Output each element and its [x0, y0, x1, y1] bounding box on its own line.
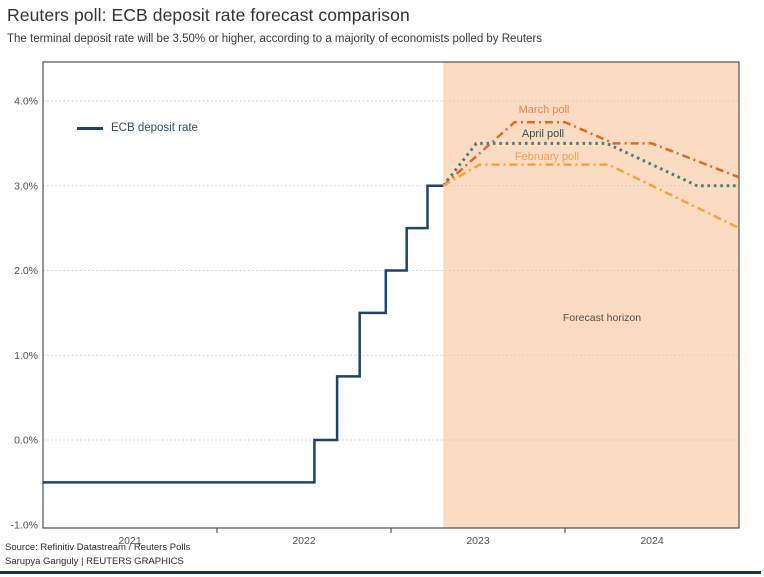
y-tick-label: 1.0%	[14, 350, 38, 362]
x-tick-label: 2021	[118, 535, 142, 547]
bottom-rule	[0, 571, 761, 574]
y-tick-label: 3.0%	[14, 180, 38, 192]
x-tick-label: 2022	[292, 535, 316, 547]
legend-line-swatch	[77, 126, 103, 130]
source-line: Source: Refinitiv Datastream / Reuters P…	[5, 542, 191, 553]
series-february-poll	[442, 163, 740, 230]
legend-label: ECB deposit rate	[111, 122, 198, 134]
x-tick-label: 2023	[466, 535, 490, 547]
x-tick-label: 2024	[640, 535, 664, 547]
legend: ECB deposit rate	[77, 122, 198, 134]
february-poll-label: February poll	[514, 151, 580, 163]
forecast-region	[443, 62, 739, 528]
series-march-poll	[442, 120, 740, 187]
y-tick-label: 2.0%	[14, 265, 38, 277]
chart-title: Reuters poll: ECB deposit rate forecast …	[7, 5, 410, 25]
credit-line: Sarupya Ganguly | REUTERS GRAPHICS	[5, 556, 184, 567]
forecast-horizon-label: Forecast horizon	[562, 312, 642, 324]
april-poll-label: April poll	[521, 128, 565, 140]
march-poll-label: March poll	[518, 104, 570, 116]
y-tick-label: 0.0%	[14, 435, 38, 447]
y-tick-label: -1.0%	[11, 519, 38, 531]
y-tick-label: 4.0%	[14, 96, 38, 108]
chart-subtitle: The terminal deposit rate will be 3.50% …	[7, 33, 543, 45]
series-ecb-deposit-rate	[43, 184, 444, 484]
